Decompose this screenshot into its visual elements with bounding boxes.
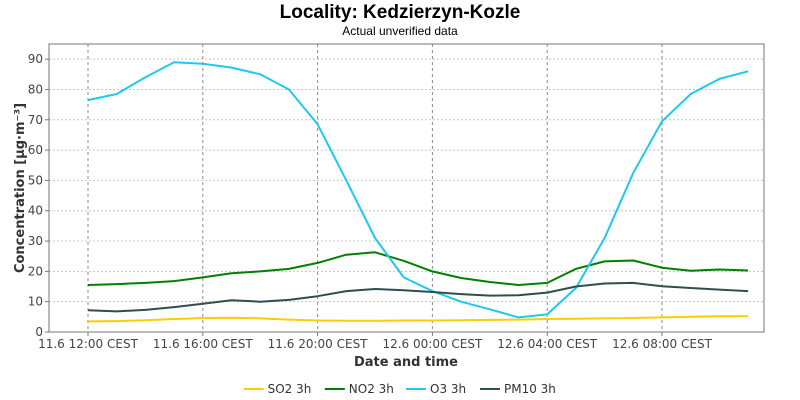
y-tick-label: 50 xyxy=(28,173,43,187)
legend-item: SO2 3h xyxy=(243,382,312,396)
legend-label: O3 3h xyxy=(430,382,466,396)
x-tick-label: 12.6 04:00 CEST xyxy=(497,337,598,351)
legend-item: O3 3h xyxy=(406,382,466,396)
x-tick-label: 11.6 20:00 CEST xyxy=(268,337,369,351)
series-layer xyxy=(87,61,749,323)
x-tick-label: 11.6 12:00 CEST xyxy=(38,337,139,351)
y-tick-label: 60 xyxy=(28,143,43,157)
y-axis-label: Concentration [µg·m⁻³] xyxy=(13,103,28,273)
legend-item: PM10 3h xyxy=(480,382,556,396)
legend-label: PM10 3h xyxy=(504,382,556,396)
series-line-pm10-3h xyxy=(87,281,749,313)
plot-area-frame xyxy=(48,43,765,333)
legend-item: NO2 3h xyxy=(324,382,394,396)
x-tick-label: 11.6 16:00 CEST xyxy=(153,337,254,351)
y-axis-ticks: 0 10 20 30 40 50 60 70 80 90 xyxy=(28,52,49,339)
x-axis-label: Date and time xyxy=(354,355,458,370)
legend: SO2 3h NO2 3h O3 3h PM10 3h xyxy=(243,382,556,396)
chart-subtitle: Actual unverified data xyxy=(342,24,458,38)
x-tick-label: 12.6 00:00 CEST xyxy=(382,337,483,351)
legend-label: SO2 3h xyxy=(268,382,312,396)
y-tick-label: 70 xyxy=(28,113,43,127)
y-tick-label: 80 xyxy=(28,82,43,96)
y-tick-label: 40 xyxy=(28,204,43,218)
y-tick-label: 90 xyxy=(28,52,43,66)
x-tick-label: 12.6 08:00 CEST xyxy=(612,337,713,351)
series-line-no2-3h xyxy=(87,251,749,286)
x-axis-ticks: 11.6 12:00 CEST 11.6 16:00 CEST 11.6 20:00… xyxy=(38,332,713,351)
series-line-o3-3h xyxy=(87,61,749,319)
legend-label: NO2 3h xyxy=(349,382,394,396)
y-tick-label: 0 xyxy=(35,325,43,339)
y-tick-label: 30 xyxy=(28,234,43,248)
y-tick-label: 10 xyxy=(28,295,43,309)
grid xyxy=(49,44,764,332)
chart-title: Locality: Kedzierzyn-Kozle xyxy=(280,2,521,23)
y-tick-label: 20 xyxy=(28,264,43,278)
series-line-so2-3h xyxy=(87,315,749,323)
